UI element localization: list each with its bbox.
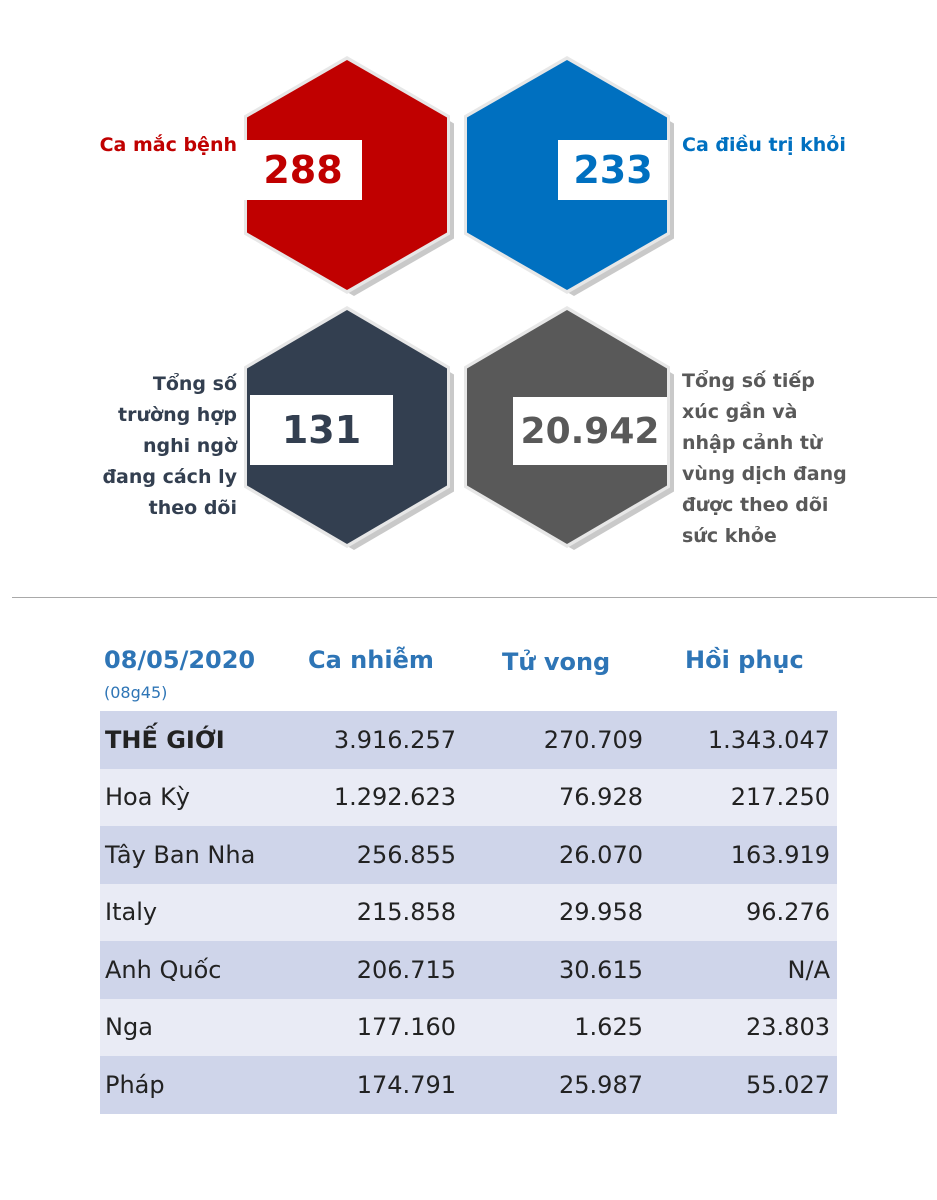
deaths-cell: 30.615 [559, 955, 643, 984]
suspected-label-line: theo dõi [148, 497, 237, 519]
header-cases: Ca nhiễm [308, 646, 434, 674]
country-name: Nga [105, 1013, 153, 1042]
table-row: THẾ GIỚI 3.916.257 270.709 1.343.047 [100, 711, 837, 769]
section-divider [12, 597, 937, 598]
table-row: Italy 215.858 29.958 96.276 [100, 883, 837, 941]
recovered-cell: 1.343.047 [707, 725, 830, 754]
monitored-label-line: vùng dịch đang [682, 463, 847, 485]
deaths-cell: 270.709 [543, 725, 643, 754]
deaths-cell: 29.958 [559, 898, 643, 927]
suspected-label: Tổng số trường hợp nghi ngờ đang cách ly… [40, 369, 237, 524]
deaths-cell: 25.987 [559, 1070, 643, 1099]
cases-cell: 177.160 [356, 1013, 456, 1042]
recovered-cell: 23.803 [746, 1013, 830, 1042]
monitored-label-line: Tổng số tiếp [682, 370, 815, 392]
deaths-cell: 1.625 [574, 1013, 643, 1042]
cases-cell: 256.855 [356, 840, 456, 869]
cases-cell: 174.791 [356, 1070, 456, 1099]
country-name: THẾ GIỚI [105, 725, 225, 754]
infected-label: Ca mắc bệnh [99, 134, 237, 156]
table-row: Tây Ban Nha 256.855 26.070 163.919 [100, 826, 837, 884]
country-name: Pháp [105, 1070, 165, 1099]
monitored-label-line: xúc gần và [682, 401, 798, 423]
table-time: (08g45) [104, 683, 168, 702]
suspected-label-line: đang cách ly [102, 466, 237, 488]
header-deaths: Tử vong [502, 648, 611, 676]
recovered-value: 233 [558, 140, 668, 200]
world-table: THẾ GIỚI 3.916.257 270.709 1.343.047 Hoa… [100, 711, 837, 1114]
infected-value: 288 [244, 140, 362, 200]
country-name: Anh Quốc [105, 955, 222, 984]
suspected-value: 131 [250, 395, 393, 465]
recovered-cell: N/A [787, 955, 830, 984]
country-name: Italy [105, 898, 158, 927]
recovered-label: Ca điều trị khỏi [682, 134, 846, 156]
country-name: Hoa Kỳ [105, 783, 191, 812]
recovered-cell: 96.276 [746, 898, 830, 927]
monitored-label-line: được theo dõi [682, 494, 829, 516]
deaths-cell: 76.928 [559, 783, 643, 812]
country-name: Tây Ban Nha [105, 840, 256, 869]
monitored-label-line: sức khỏe [682, 525, 777, 547]
header-recovered: Hồi phục [685, 646, 804, 674]
cases-cell: 215.858 [356, 898, 456, 927]
deaths-cell: 26.070 [559, 840, 643, 869]
recovered-cell: 163.919 [730, 840, 830, 869]
suspected-label-line: trường hợp [118, 404, 237, 426]
table-row: Anh Quốc 206.715 30.615 N/A [100, 941, 837, 999]
cases-cell: 1.292.623 [333, 783, 456, 812]
cases-cell: 3.916.257 [333, 725, 456, 754]
recovered-cell: 55.027 [746, 1070, 830, 1099]
table-row: Nga 177.160 1.625 23.803 [100, 998, 837, 1056]
suspected-label-line: nghi ngờ [143, 435, 237, 457]
table-row: Hoa Kỳ 1.292.623 76.928 217.250 [100, 768, 837, 826]
monitored-value: 20.942 [513, 397, 667, 465]
table-row: Pháp 174.791 25.987 55.027 [100, 1056, 837, 1114]
monitored-label: Tổng số tiếp xúc gần và nhập cảnh từ vùn… [682, 366, 932, 552]
suspected-label-line: Tổng số [152, 373, 237, 395]
table-date: 08/05/2020 [104, 646, 256, 674]
monitored-label-line: nhập cảnh từ [682, 432, 823, 454]
cases-cell: 206.715 [356, 955, 456, 984]
recovered-cell: 217.250 [730, 783, 830, 812]
